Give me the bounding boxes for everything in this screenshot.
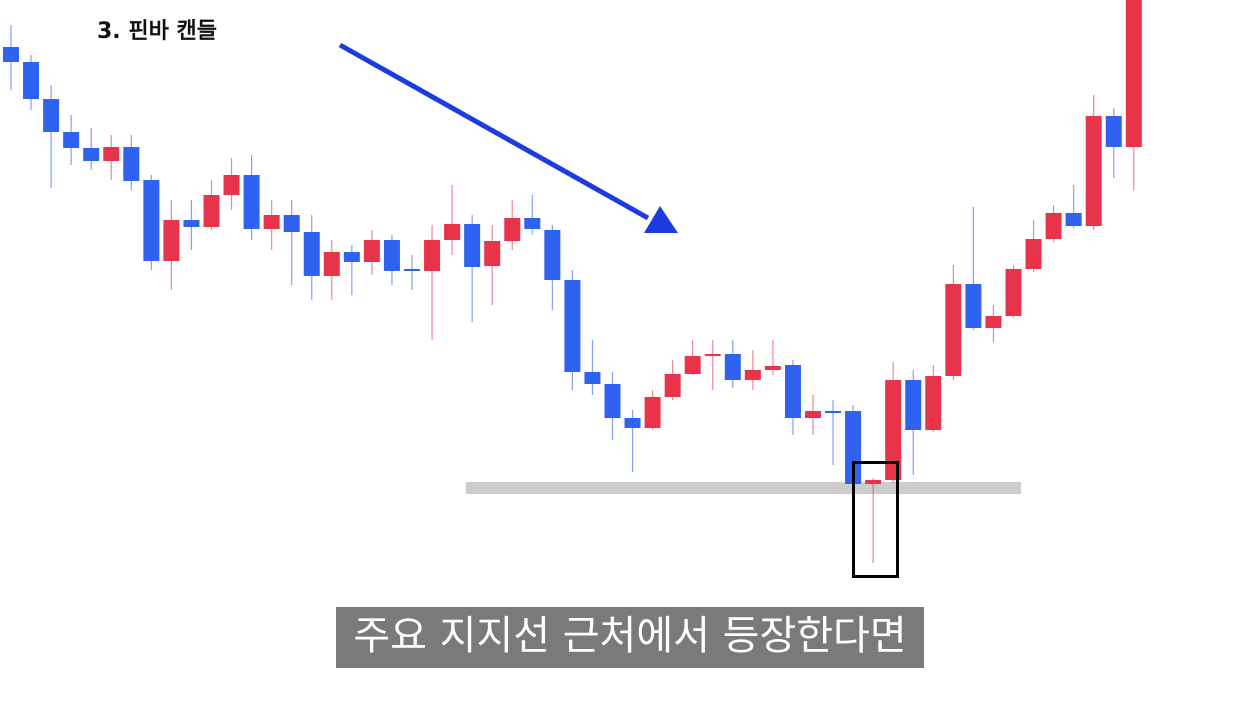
candle-body [925, 376, 942, 430]
candle-body [825, 411, 842, 413]
candle-body [223, 175, 240, 195]
candle-body [704, 354, 721, 356]
candle-body [243, 175, 260, 229]
candle-body [744, 370, 761, 380]
candle-body [965, 284, 982, 328]
highlight-box [852, 461, 899, 578]
candle-body [905, 380, 922, 430]
candle-body [183, 220, 200, 227]
candle-body [1065, 213, 1082, 226]
candle-body [724, 354, 741, 380]
caption: 주요 지지선 근처에서 등장한다면 [353, 613, 906, 659]
candle-body [1085, 116, 1102, 226]
candle-body [203, 195, 220, 227]
candle-body [464, 224, 481, 267]
candle-body [1125, 0, 1142, 147]
candle-body [424, 240, 441, 271]
candle-body [624, 418, 641, 428]
candle-body [845, 411, 862, 484]
candle-body [83, 148, 100, 161]
candle-body [1045, 213, 1062, 239]
caption-box [336, 607, 924, 668]
candle-body [163, 220, 180, 261]
candle-body [544, 230, 561, 280]
candle-body [444, 224, 461, 240]
candle-body [283, 215, 300, 232]
candle-body [945, 284, 962, 376]
arrow-shaft [338, 42, 650, 221]
candle-body [103, 147, 120, 161]
candle-body [604, 384, 621, 418]
candles [3, 0, 1142, 563]
candle-body [484, 241, 501, 266]
candle-body [684, 356, 701, 374]
candle-body [23, 62, 40, 99]
candle-body [805, 411, 821, 418]
candle-body [764, 366, 781, 370]
candle-body [584, 372, 601, 384]
candle-body [43, 99, 60, 132]
candle-body [885, 380, 902, 480]
candle-body [985, 316, 1002, 328]
candle-body [644, 397, 661, 428]
candle-body [524, 218, 541, 229]
candle-body [564, 280, 581, 372]
candle-body [664, 374, 681, 397]
candle-body [865, 480, 882, 484]
candle-body [404, 269, 420, 271]
arrow-head [644, 206, 678, 233]
candle-body [504, 218, 521, 241]
candle-body [323, 252, 340, 276]
candle-body [784, 365, 801, 418]
candle-body [1105, 116, 1122, 147]
candle-body [3, 47, 19, 62]
candle-body [363, 240, 380, 262]
candle-body [123, 147, 140, 181]
candle-body [383, 240, 400, 271]
chart-title: 3. 핀바 캔들 [97, 19, 217, 44]
candle-body [1025, 239, 1042, 269]
candle-body [63, 132, 80, 148]
candle-body [1005, 269, 1022, 316]
candle-body [143, 180, 160, 261]
candle-body [343, 252, 360, 262]
candle-body [303, 232, 320, 276]
candle-body [263, 215, 280, 229]
support-line [466, 482, 1021, 494]
